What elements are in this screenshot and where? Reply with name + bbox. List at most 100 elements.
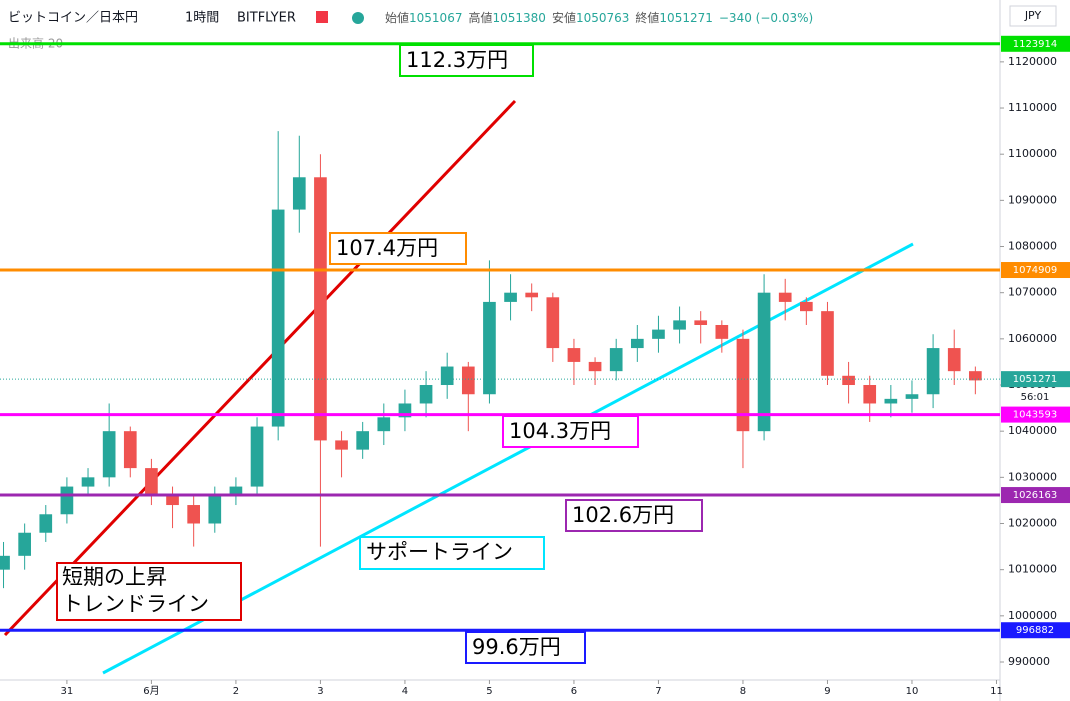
ohlc-label: 高値 — [468, 10, 492, 25]
ohlc-value: 1051380 — [492, 11, 545, 25]
level-label: 99.6万円 — [472, 635, 561, 659]
candle-body — [694, 320, 708, 325]
symbol-title: ビットコイン／日本円 — [8, 11, 138, 26]
x-tick-label: 8 — [740, 686, 746, 697]
ohlc-label: 終値 — [635, 10, 659, 25]
candle-body — [905, 394, 919, 399]
level-price: 1123914 — [1013, 39, 1058, 50]
y-tick-label: 1030000 — [1008, 470, 1057, 483]
candle-body — [715, 324, 729, 339]
ohlc-label: 始値 — [385, 10, 409, 25]
candle-body — [736, 338, 750, 432]
level-label: 107.4万円 — [336, 236, 438, 260]
x-tick-label: 6 — [571, 686, 577, 697]
currency: JPY — [1024, 9, 1042, 22]
y-tick-label: 1000000 — [1008, 609, 1057, 622]
currency-box[interactable] — [1009, 5, 1057, 27]
x-tick-label: 2 — [233, 686, 239, 697]
level-price: 1043593 — [1013, 410, 1058, 421]
annotation-text: 短期の上昇 — [62, 565, 167, 589]
level-box — [465, 631, 586, 664]
candle-body — [123, 431, 137, 469]
ohlc-value: 1050763 — [576, 11, 629, 25]
countdown-tag — [1001, 389, 1070, 406]
annotation-text: トレンドライン — [62, 592, 209, 616]
candle-body — [208, 495, 222, 524]
y-tick-label: 990000 — [1008, 655, 1050, 668]
level-box — [565, 499, 703, 532]
candle-body — [842, 375, 855, 386]
level-price-tag — [1001, 406, 1070, 423]
candle-body — [250, 426, 264, 487]
ohlc: 始値1051067 高値1051380 安値1050763 終値1051271 −340… — [385, 10, 813, 25]
candle-body — [18, 532, 31, 556]
level-label: 112.3万円 — [406, 48, 508, 72]
candle-body — [335, 440, 348, 450]
level-price-tag — [1001, 622, 1070, 639]
candle-body — [81, 477, 95, 487]
last-price-tag — [1001, 371, 1070, 388]
candle-body — [145, 468, 158, 496]
candle-body — [187, 505, 200, 524]
x-tick-label: 5 — [486, 686, 492, 697]
y-tick-label: 1120000 — [1008, 55, 1057, 68]
candle-body — [39, 514, 53, 533]
trend-line-up — [3, 99, 517, 637]
candle-body — [504, 292, 517, 302]
candle-body — [947, 348, 961, 372]
countdown: 56:01 — [1021, 392, 1050, 403]
candle-body — [440, 366, 454, 386]
x-tick-label: 3 — [317, 686, 323, 697]
candle-body — [546, 297, 560, 349]
annotation-box — [56, 562, 242, 621]
candle-body — [609, 348, 623, 372]
ohlc-value: 1051271 — [659, 11, 712, 25]
annotation-text: サポートライン — [366, 540, 513, 564]
candle-body — [969, 371, 982, 381]
candle-body — [419, 385, 433, 404]
candle-body — [229, 486, 243, 496]
ohlc-label: 安値 — [552, 10, 576, 25]
candle-body — [800, 301, 813, 312]
x-tick-label: 9 — [824, 686, 830, 697]
y-tick-label: 1110000 — [1008, 101, 1057, 114]
level-box — [329, 232, 467, 265]
candle-body — [926, 348, 940, 395]
candle-body — [166, 495, 179, 506]
level-price: 1026163 — [1013, 490, 1058, 501]
y-tick-label: 1010000 — [1008, 563, 1057, 576]
candle-body — [588, 361, 602, 372]
level-box — [399, 44, 534, 77]
level-label: 102.6万円 — [572, 503, 674, 527]
y-tick-label: 1020000 — [1008, 517, 1057, 530]
candle-body — [884, 398, 898, 404]
y-tick-label: 1100000 — [1008, 147, 1057, 160]
level-price: 1074909 — [1013, 265, 1058, 276]
candle-body — [673, 320, 686, 330]
x-tick-label: 7 — [655, 686, 661, 697]
x-tick-label: 4 — [402, 686, 408, 697]
candle-body — [377, 417, 391, 432]
exchange: BITFLYER — [237, 11, 296, 26]
level-price-tag — [1001, 35, 1070, 52]
interval: 1時間 — [185, 11, 219, 26]
last-price-label: 1051271 — [1013, 374, 1058, 385]
candle-body — [461, 366, 475, 395]
y-tick-label: 1090000 — [1008, 193, 1057, 206]
change: −340 (−0.03%) — [719, 11, 813, 25]
y-tick-label: 1070000 — [1008, 286, 1057, 299]
candle-body — [356, 431, 370, 450]
candle-body — [778, 292, 792, 302]
flag-icon[interactable] — [316, 11, 328, 23]
x-tick-label: 31 — [61, 686, 74, 697]
x-tick-label: 6月 — [143, 685, 159, 697]
candle-body — [483, 301, 496, 395]
level-price-tag — [1001, 487, 1070, 504]
level-box — [502, 415, 639, 448]
candle-body — [652, 329, 665, 339]
candle-body — [525, 292, 539, 298]
candle-body — [630, 338, 644, 349]
ohlc-value: 1051067 — [409, 11, 462, 25]
